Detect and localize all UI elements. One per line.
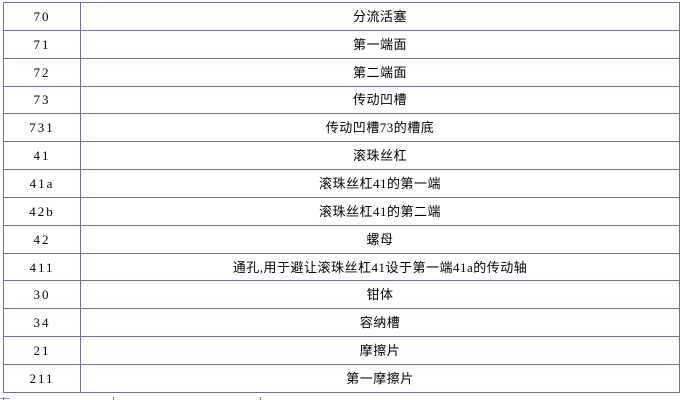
- table-row: 211 第一摩擦片: [3, 363, 680, 394]
- reference-numeral-cell: 41a: [3, 169, 81, 198]
- description-cell: 滚珠丝杠41的第一端: [80, 169, 680, 198]
- table-row: 30 钳体: [3, 280, 680, 310]
- description-cell: 螺母: [80, 224, 680, 254]
- table-row: 73 传动凹槽: [3, 85, 680, 115]
- reference-numeral-cell: 73: [3, 85, 81, 115]
- next-table-border-fragment: [260, 397, 261, 400]
- table-row: 41 滚珠丝杠: [3, 141, 680, 171]
- description-cell: 传动凹槽73的槽底: [80, 113, 680, 143]
- table-row: 21 摩擦片: [3, 336, 680, 365]
- reference-numeral-cell: 42: [3, 224, 81, 254]
- table-row: 731 传动凹槽73的槽底: [3, 113, 680, 143]
- reference-numerals-table: 70 分流活塞 71 第一端面 72 第二端面 73 传动凹槽 731 传动凹槽73的槽底 41 滚珠…: [3, 2, 680, 394]
- description-cell: 钳体: [80, 280, 680, 310]
- description-cell: 摩擦片: [80, 336, 680, 365]
- description-cell: 容纳槽: [80, 308, 680, 338]
- reference-numeral-cell: 71: [3, 29, 81, 59]
- description-cell: 分流活塞: [80, 2, 680, 31]
- table-row: 34 容纳槽: [3, 308, 680, 338]
- table-row: 411 通孔,用于避让滚珠丝杠41设于第一端41a的传动轴: [3, 252, 680, 282]
- description-cell: 第二端面: [80, 57, 680, 87]
- description-cell: 传动凹槽: [80, 85, 680, 115]
- reference-numeral-cell: 34: [3, 308, 81, 338]
- reference-numeral-cell: 411: [3, 252, 81, 282]
- table-row: 70 分流活塞: [3, 2, 680, 31]
- table-row: 71 第一端面: [3, 29, 680, 59]
- reference-numeral-cell: 42b: [3, 196, 81, 226]
- next-table-border-fragment: [0, 398, 10, 399]
- next-table-border-fragment: [113, 397, 114, 400]
- reference-numeral-cell: 72: [3, 57, 81, 87]
- reference-numeral-cell: 731: [3, 113, 81, 143]
- description-cell: 滚珠丝杠: [80, 141, 680, 171]
- description-cell: 滚珠丝杠41的第二端: [80, 196, 680, 226]
- description-cell: 第一端面: [80, 29, 680, 59]
- table-row: 72 第二端面: [3, 57, 680, 87]
- reference-numeral-cell: 21: [3, 336, 81, 365]
- table-body: 70 分流活塞 71 第一端面 72 第二端面 73 传动凹槽 731 传动凹槽73的槽底 41 滚珠…: [3, 2, 680, 394]
- reference-numeral-cell: 30: [3, 280, 81, 310]
- description-cell: 第一摩擦片: [80, 363, 680, 394]
- table-row: 42b 滚珠丝杠41的第二端: [3, 196, 680, 226]
- table-row: 41a 滚珠丝杠41的第一端: [3, 169, 680, 198]
- reference-numeral-cell: 211: [3, 363, 81, 394]
- reference-numeral-cell: 41: [3, 141, 81, 171]
- reference-numeral-cell: 70: [3, 2, 81, 31]
- description-cell: 通孔,用于避让滚珠丝杠41设于第一端41a的传动轴: [80, 252, 680, 282]
- table-row: 42 螺母: [3, 224, 680, 254]
